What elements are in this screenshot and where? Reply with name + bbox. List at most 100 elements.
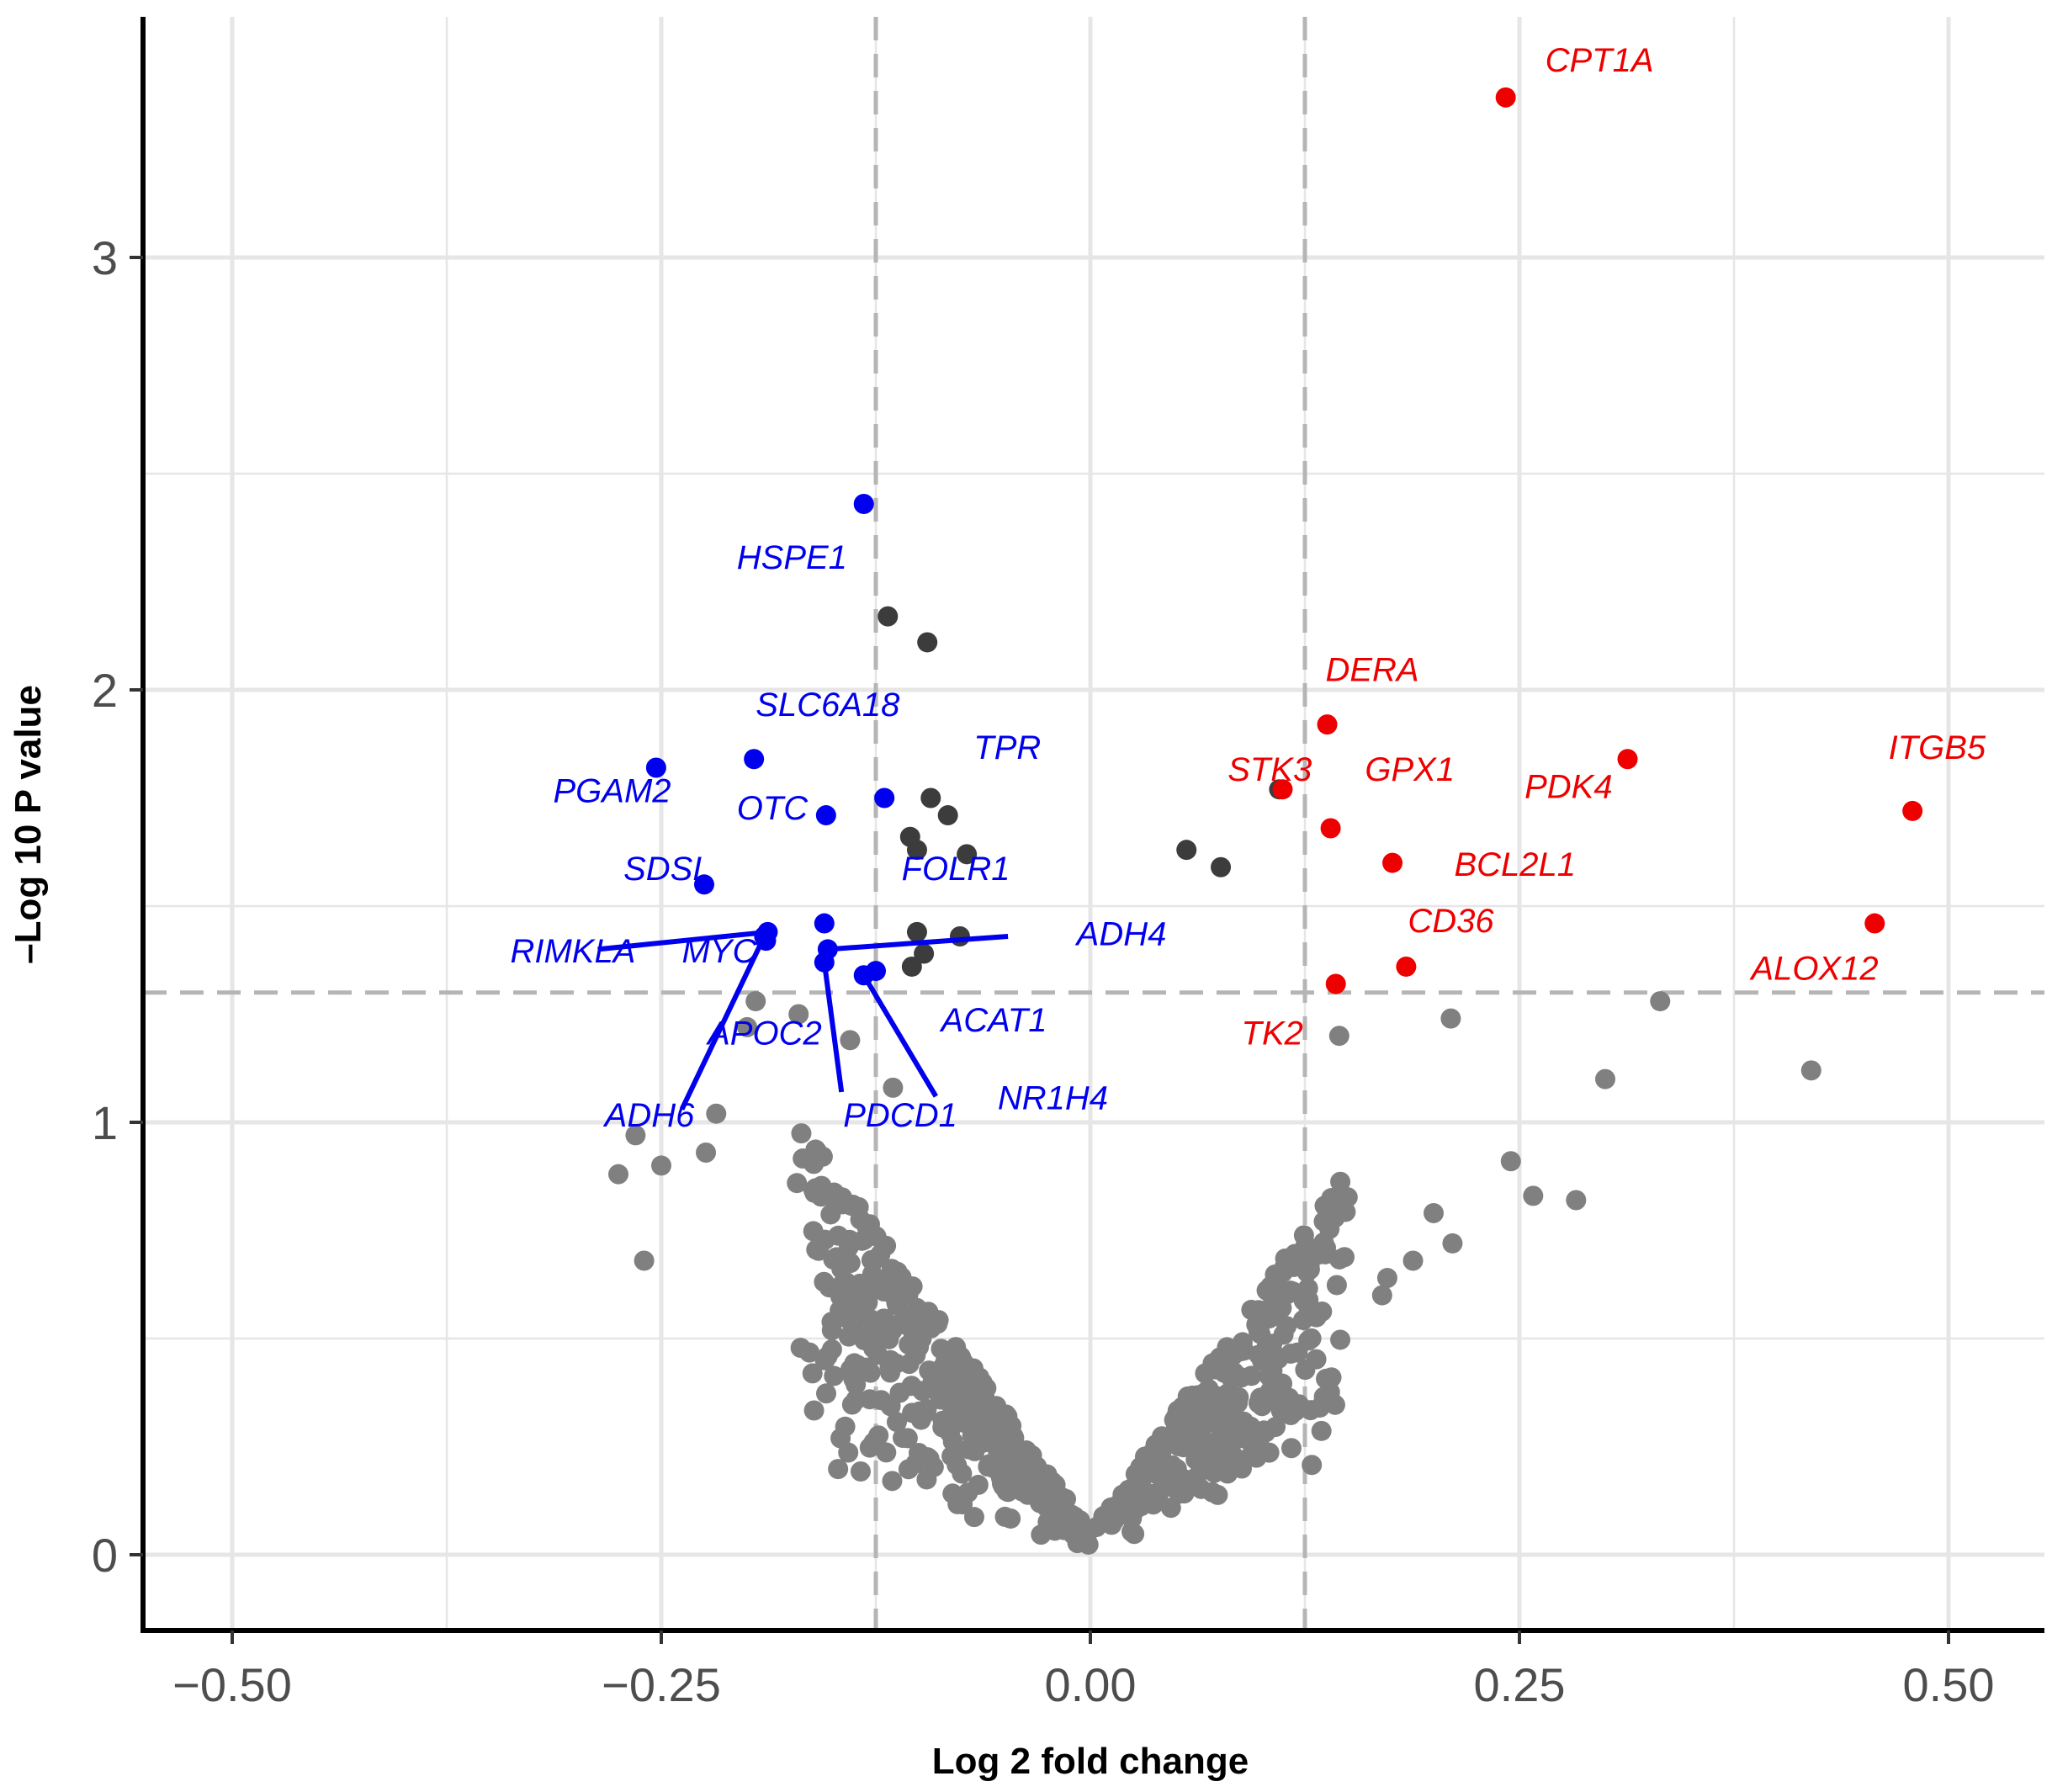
gene-point-folr1 [814,913,835,934]
ns-point [1440,1008,1461,1029]
ns-point [942,1483,963,1504]
sig-point [878,606,899,627]
ns-point [931,1389,952,1410]
ns-point [860,1362,881,1383]
ns-point [1301,1328,1322,1349]
ns-point [1186,1438,1207,1459]
ns-point [1207,1484,1228,1505]
ns-point [1300,1400,1321,1421]
ns-point [1112,1484,1133,1505]
sig-point [949,925,970,946]
ns-point [882,1471,903,1492]
gene-label-pdcd1: PDCD1 [843,1097,957,1134]
ns-point [1334,1247,1355,1268]
gene-label-tk2: TK2 [1242,1015,1303,1052]
ns-point [963,1507,984,1528]
ns-point [1402,1250,1424,1271]
ns-point [919,1360,940,1381]
ns-point [1241,1299,1262,1320]
gene-point-gpx1 [1320,818,1341,839]
gene-label-bcl2l1: BCL2L1 [1454,846,1576,883]
sig-point [1211,856,1232,877]
ns-point [1259,1442,1280,1463]
ns-point [840,1030,861,1051]
ns-point [1281,1438,1302,1459]
ns-point [856,1216,878,1237]
ns-point [835,1416,856,1437]
ns-point [1190,1478,1212,1499]
ns-point [1424,1202,1444,1223]
ns-point [821,1320,842,1341]
ns-point [1337,1187,1358,1208]
ns-point [1286,1245,1307,1266]
sig-point [1176,840,1197,861]
ns-point [803,1400,825,1421]
y-tick-label: 0 [92,1529,118,1582]
gene-point-dera [1317,714,1338,735]
sig-point [914,943,935,964]
ns-point [816,1383,837,1404]
gene-point-otc [815,805,836,826]
ns-point [1321,1367,1342,1388]
x-tick-label: −0.50 [172,1658,292,1711]
ns-point [793,1148,814,1169]
ns-point [696,1142,717,1163]
ns-point [1164,1409,1185,1430]
ns-point [787,1173,808,1194]
ns-point [1265,1264,1286,1285]
ns-point [824,1365,845,1386]
ns-point [1306,1307,1327,1328]
gene-point-tpr [874,787,895,809]
gene-point-sdsl [694,874,714,895]
y-tick-label: 1 [92,1096,118,1149]
gene-point-nr1h4 [866,961,886,982]
ns-point [791,1123,812,1144]
ns-point [931,1339,952,1360]
ns-point [946,1337,967,1358]
ns-point [942,1431,963,1452]
ns-point [1195,1363,1216,1384]
y-axis-title: –Log 10 P value [8,685,49,964]
ns-point [1298,1289,1319,1310]
gene-point-hspe1 [853,493,874,514]
ns-point [1326,1275,1347,1296]
ns-point [1295,1360,1316,1381]
ns-point [996,1481,1017,1502]
connector-adh4 [827,933,1009,952]
gene-point-pgam2 [645,757,666,778]
sig-point [917,632,938,653]
x-tick-label: 0.00 [1045,1658,1137,1711]
ns-point [1293,1225,1314,1246]
ns-point [1219,1447,1240,1468]
gene-label-pdk4: PDK4 [1524,769,1613,806]
ns-point [1256,1280,1277,1301]
sig-point [937,805,958,826]
gene-label-otc: OTC [737,790,809,827]
ns-point [899,1334,920,1355]
y-tick-label: 2 [92,664,118,717]
ns-point [934,1369,955,1390]
ns-point [1235,1429,1256,1450]
ns-point [790,1338,811,1359]
ns-point [608,1164,628,1185]
ns-point [1204,1462,1225,1483]
connector-apoc2 [679,935,767,1111]
ns-point [838,1442,859,1463]
gene-label-slc6a18: SLC6A18 [756,687,900,724]
ns-point [878,1313,899,1334]
ns-point [1270,1379,1291,1400]
ns-point [788,1004,809,1025]
ns-point [853,1327,874,1348]
ns-point [1031,1524,1052,1545]
x-tick-label: 0.25 [1474,1658,1566,1711]
ns-point [893,1428,914,1449]
ns-point [1227,1392,1249,1413]
ns-point [841,1394,862,1415]
gene-point-alox12 [1864,913,1885,934]
sig-point [920,787,941,809]
sig-point [906,921,927,942]
ns-point [810,1186,831,1207]
ns-point [1650,991,1671,1012]
gene-point-bcl2l1 [1382,852,1403,873]
ns-point [809,1240,830,1261]
